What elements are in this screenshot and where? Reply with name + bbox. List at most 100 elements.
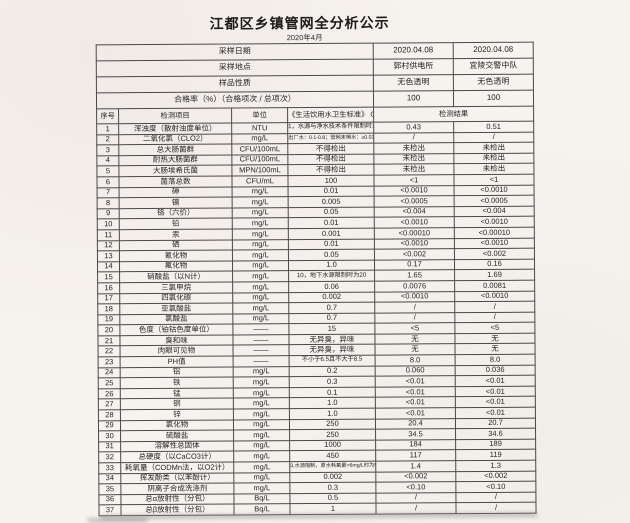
scan-edge-smudge — [87, 518, 148, 523]
cell-r1: <0.01 — [375, 386, 456, 398]
cell-r1: / — [375, 492, 456, 504]
info-value-1: 郭村供电所 — [373, 58, 454, 76]
cell-standard: 1，水源与净水技术条件限制时为3 — [287, 122, 374, 134]
cell-unit: mg/L — [233, 429, 290, 441]
cell-item: 阴离子合成洗涤剂 — [120, 483, 234, 495]
cell-unit: mg/L — [233, 408, 290, 420]
cell-no: 22 — [98, 346, 121, 357]
cell-r2: <0.00010 — [454, 227, 535, 239]
cell-r2: 1.3 — [455, 460, 536, 472]
cell-item: 硒 — [119, 239, 233, 251]
cell-r1: 0.17 — [374, 259, 455, 271]
cell-unit: mg/L — [233, 440, 290, 452]
cell-r2: 无 — [454, 333, 536, 345]
cell-standard: 15 — [288, 323, 375, 335]
cell-no: 3 — [96, 144, 119, 156]
cell-standard: 1.0 — [289, 408, 376, 420]
cell-no: 31 — [98, 441, 121, 453]
cell-standard: 0.05 — [288, 249, 375, 261]
cell-no: 30 — [98, 430, 121, 442]
cell-no: 13 — [97, 250, 120, 262]
cell-r1: / — [374, 312, 455, 324]
cell-no: 5 — [96, 166, 119, 177]
cell-r1: / — [374, 301, 455, 313]
cell-r1: 未检出 — [373, 164, 454, 176]
cell-standard: 0.3 — [289, 376, 376, 388]
cell-no: 24 — [98, 367, 121, 379]
cell-standard: 0.3 — [289, 482, 376, 494]
cell-r2: 1.69 — [454, 269, 535, 281]
cell-item: 总α放射性（分包） — [120, 493, 234, 506]
cell-r1: <0.004 — [374, 206, 455, 218]
cell-r2: 0.036 — [455, 364, 536, 376]
cell-r2: 119 — [455, 449, 536, 461]
cell-no: 7 — [97, 187, 120, 198]
cell-standard: 出厂水：0.1-0.8；管网末梢水：≥0.02 — [287, 132, 374, 144]
cell-r2: <0.10 — [455, 481, 536, 493]
cell-no: 14 — [97, 261, 120, 273]
cell-item: 硝酸盐（以N计） — [119, 271, 233, 283]
header-standard: 《生活饮用水卫生标准》 GB5749 — [287, 107, 374, 123]
cell-standard: 0.01 — [288, 217, 375, 229]
cell-no: 1 — [96, 123, 119, 135]
cell-no: 25 — [98, 377, 121, 389]
cell-item: 铝 — [120, 366, 234, 378]
info-value-2: 100 — [453, 90, 534, 107]
cell-r1: 0.060 — [375, 365, 456, 377]
cell-unit: mg/L — [232, 292, 289, 304]
cell-r1: <0.0010 — [374, 238, 455, 250]
cell-standard: 不得检出 — [287, 164, 374, 176]
cell-unit: mg/L — [231, 133, 288, 145]
cell-no: 37 — [98, 505, 122, 516]
cell-r2: / — [454, 311, 535, 323]
cell-r2: / — [453, 131, 534, 143]
cell-no: 20 — [97, 324, 120, 336]
cell-item: 铬（六价） — [119, 207, 233, 220]
cell-no: 34 — [98, 473, 121, 485]
cell-no: 32 — [98, 452, 121, 463]
cell-r1: 117 — [375, 450, 456, 462]
cell-unit: mg/L — [232, 228, 289, 240]
cell-r1: 184 — [375, 439, 456, 451]
cell-r1: 0.43 — [373, 121, 454, 133]
cell-r1: 未检出 — [373, 153, 454, 165]
cell-standard: 250 — [289, 418, 376, 430]
cell-standard: 10，地下水源限制时为20 — [288, 270, 375, 282]
cell-item: 肉眼可见物 — [120, 345, 234, 357]
cell-item: 锰 — [120, 387, 234, 400]
cell-unit: mg/L — [232, 239, 289, 251]
cell-item: 铅 — [119, 218, 233, 230]
cell-item: 菌落总数 — [118, 175, 233, 188]
cell-unit: mg/L — [232, 196, 289, 208]
cell-r2: <5 — [454, 322, 535, 334]
cell-item: PH值 — [120, 356, 234, 368]
cell-item: 耗氧量（CODMn法，以O2计） — [120, 462, 234, 474]
header-no: 序号 — [96, 108, 119, 124]
cell-no: 35 — [98, 483, 121, 495]
cell-r2: <0.004 — [454, 205, 535, 217]
cell-standard: 3,水源限制，原水耗氧量>6mg/L时为5 — [289, 461, 376, 473]
cell-standard: 1.0 — [288, 259, 375, 271]
cell-unit: —— — [232, 323, 289, 335]
cell-unit: mg/L — [232, 281, 289, 293]
cell-no: 9 — [97, 208, 120, 220]
cell-r2: 189 — [455, 438, 536, 451]
info-label: 采样地点 — [96, 59, 374, 77]
cell-item: 溶解性总固体 — [120, 440, 234, 453]
cell-item: 总硬度（以CaCO3计） — [120, 451, 234, 463]
cell-unit: mg/L — [232, 218, 289, 229]
cell-standard: 1.0 — [289, 397, 376, 409]
cell-r2: 0.0081 — [454, 280, 535, 292]
cell-item: 耐热大肠菌群 — [118, 154, 232, 167]
cell-unit: mg/L — [233, 366, 290, 378]
cell-item: 氯酸盐 — [119, 313, 233, 325]
cell-r1: <0.0010 — [374, 216, 455, 229]
info-header-section: 采样日期 2020.04.08 2020.04.08 采样地点 郭村供电所 宜陵交警中队样… — [96, 42, 534, 109]
cell-item: 亚氯酸盐 — [119, 303, 233, 315]
cell-r2: <0.0010 — [454, 237, 535, 249]
cell-unit: mg/L — [232, 270, 289, 282]
cell-r1: <0.01 — [375, 397, 456, 409]
cell-r1: <0.01 — [375, 407, 456, 419]
cell-standard: 0.1 — [289, 386, 376, 399]
